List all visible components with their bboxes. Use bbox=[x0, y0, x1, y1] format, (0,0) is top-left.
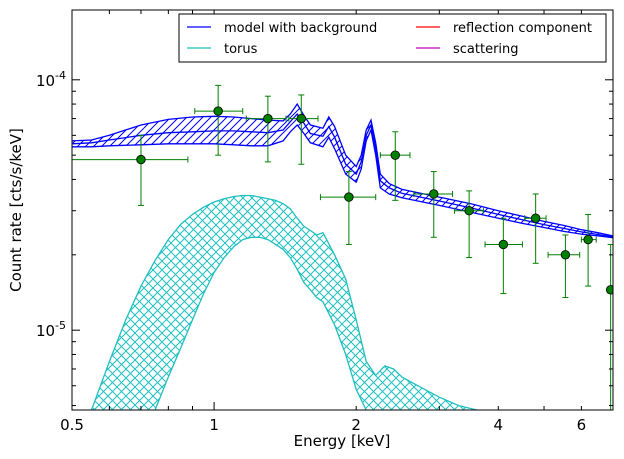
legend-box bbox=[178, 13, 607, 63]
y-axis-label: Count rate [cts/s/keV] bbox=[7, 128, 25, 292]
data-point bbox=[498, 239, 509, 250]
data-point bbox=[136, 154, 146, 165]
data-point bbox=[605, 285, 613, 295]
x-tick-label: 0.5 bbox=[60, 416, 84, 434]
y-tick-label: 10-4 bbox=[36, 69, 66, 90]
data-point bbox=[583, 234, 593, 245]
legend-label-reflection: reflection component bbox=[453, 21, 592, 36]
band-lower-0 bbox=[72, 124, 613, 239]
x-axis-label: Energy [keV] bbox=[294, 432, 391, 450]
band-upper-1 bbox=[90, 194, 483, 410]
band-fill-0 bbox=[72, 104, 613, 238]
data-point bbox=[560, 250, 571, 260]
data-point bbox=[530, 213, 541, 223]
band-lower-1 bbox=[154, 236, 369, 410]
data-point bbox=[344, 192, 354, 202]
plot-frame bbox=[71, 9, 614, 411]
x-tick-label: 6 bbox=[577, 416, 587, 434]
data-point bbox=[263, 113, 273, 124]
x-tick-label: 2 bbox=[351, 416, 361, 434]
x-tick-label: 4 bbox=[494, 416, 504, 434]
data-point bbox=[296, 113, 306, 124]
data-point bbox=[390, 150, 400, 160]
legend: model with background torus reflection c… bbox=[178, 13, 607, 63]
data-point bbox=[429, 189, 439, 199]
legend-label-scattering: scattering bbox=[453, 42, 519, 57]
legend-label-model: model with background bbox=[224, 21, 377, 36]
x-tick-label: 1 bbox=[209, 416, 219, 434]
plot-area bbox=[72, 84, 613, 410]
data-point bbox=[464, 206, 474, 216]
band-mid-0 bbox=[72, 112, 613, 238]
y-tick-label: 10-5 bbox=[36, 319, 66, 340]
legend-label-torus: torus bbox=[224, 42, 258, 57]
axes: 0.5 1 2 4 6 10-5 10-4 bbox=[36, 10, 614, 434]
band-upper-0 bbox=[72, 102, 613, 237]
band-fill-1 bbox=[91, 195, 477, 410]
data-point bbox=[213, 106, 223, 116]
